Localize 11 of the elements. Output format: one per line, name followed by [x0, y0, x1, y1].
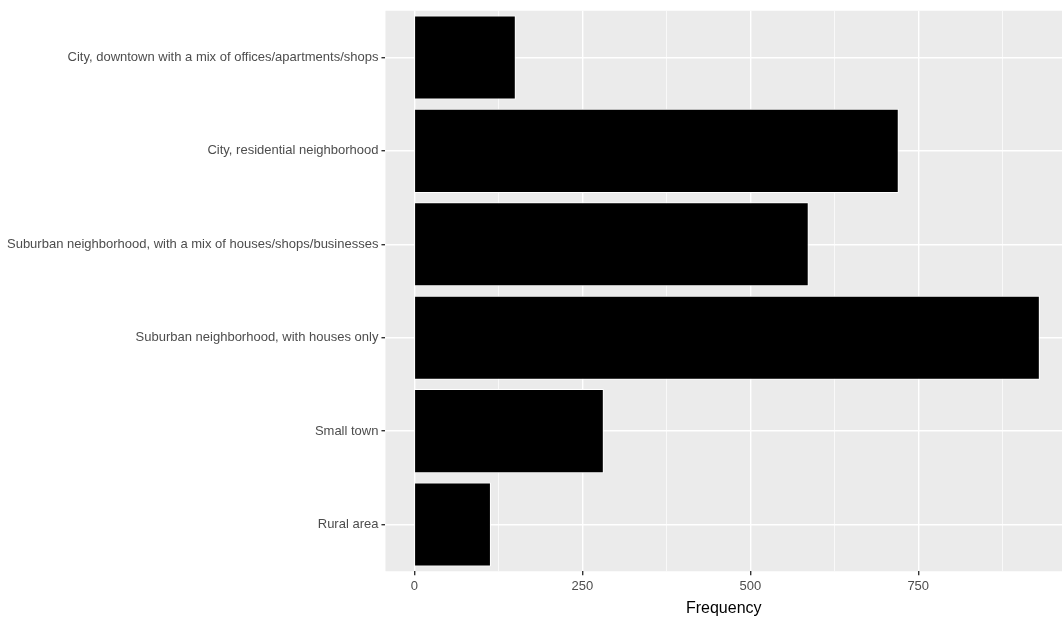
- y-tick-label: Small town: [314, 422, 379, 438]
- y-tick-label: City, downtown with a mix of offices/apartments/shops: [67, 49, 379, 65]
- y-tick-label: Rural area: [317, 516, 380, 532]
- y-tick-label: Suburban neighborhood, with houses only: [135, 329, 379, 345]
- x-tick-label: 500: [739, 577, 762, 593]
- x-tick-label: 0: [410, 577, 418, 593]
- x-axis-title: Frequency: [685, 598, 762, 616]
- x-tick-label: 250: [571, 577, 594, 593]
- y-tick-label: Suburban neighborhood, with a mix of houses/shops/businesses: [6, 235, 379, 251]
- x-tick-label: 750: [907, 577, 930, 593]
- y-tick-label: City, residential neighborhood: [207, 142, 379, 158]
